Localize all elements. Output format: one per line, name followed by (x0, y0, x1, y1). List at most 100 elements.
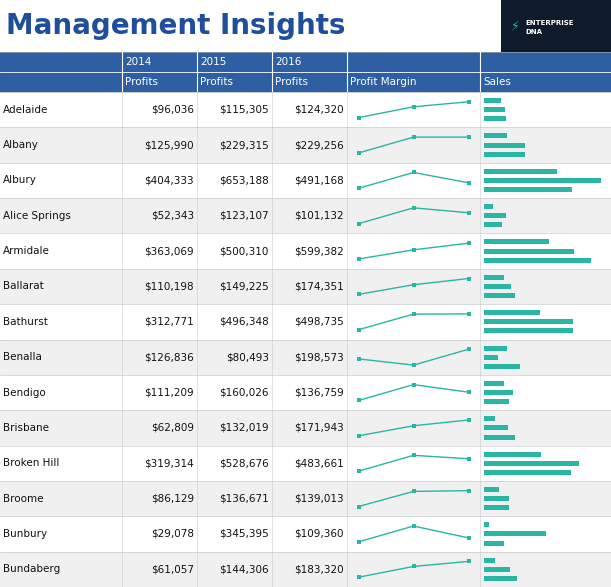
Text: Albany: Albany (3, 140, 39, 150)
Bar (484, 531, 546, 537)
Text: ⚡: ⚡ (511, 19, 520, 32)
Text: 2015: 2015 (200, 57, 226, 67)
Text: $115,305: $115,305 (219, 104, 269, 114)
Text: $174,351: $174,351 (295, 281, 344, 292)
Bar (484, 143, 525, 147)
Text: 2016: 2016 (275, 57, 301, 67)
Text: $62,809: $62,809 (151, 423, 194, 433)
Bar (484, 576, 517, 581)
Text: Profits: Profits (200, 77, 233, 87)
Text: $149,225: $149,225 (219, 281, 269, 292)
Text: $123,107: $123,107 (219, 211, 269, 221)
Text: $653,188: $653,188 (219, 176, 269, 185)
Text: $136,759: $136,759 (295, 387, 344, 397)
Bar (484, 487, 499, 492)
Bar (484, 258, 591, 263)
Bar (484, 399, 508, 404)
Bar (484, 107, 505, 112)
Bar (484, 461, 579, 465)
Text: $312,771: $312,771 (144, 317, 194, 327)
Bar (484, 178, 601, 183)
Text: $500,310: $500,310 (219, 246, 269, 256)
Text: $136,671: $136,671 (219, 494, 269, 504)
Text: $144,306: $144,306 (219, 564, 269, 574)
Text: $498,735: $498,735 (295, 317, 344, 327)
Text: $483,661: $483,661 (295, 458, 344, 468)
Text: Brisbane: Brisbane (3, 423, 49, 433)
Text: $496,348: $496,348 (219, 317, 269, 327)
Bar (484, 169, 557, 174)
Text: $139,013: $139,013 (295, 494, 344, 504)
Text: $528,676: $528,676 (219, 458, 269, 468)
Text: 2014: 2014 (125, 57, 152, 67)
Text: $183,320: $183,320 (295, 564, 344, 574)
Text: Profits: Profits (125, 77, 158, 87)
Bar (484, 522, 489, 527)
Bar (484, 329, 574, 333)
Text: $132,019: $132,019 (219, 423, 269, 433)
Text: $319,314: $319,314 (144, 458, 194, 468)
Bar (484, 470, 571, 475)
Bar (484, 310, 540, 315)
Text: $109,360: $109,360 (295, 529, 344, 539)
Text: Adelaide: Adelaide (3, 104, 48, 114)
Text: $61,057: $61,057 (151, 564, 194, 574)
Bar (484, 496, 508, 501)
Bar (484, 390, 513, 395)
Bar (484, 381, 504, 386)
Text: $404,333: $404,333 (144, 176, 194, 185)
Text: Benalla: Benalla (3, 352, 42, 362)
Bar (484, 346, 507, 350)
Bar (484, 275, 503, 280)
Bar (484, 98, 501, 103)
Text: $96,036: $96,036 (151, 104, 194, 114)
Bar (484, 222, 502, 227)
Text: $110,198: $110,198 (144, 281, 194, 292)
Text: Broome: Broome (3, 494, 43, 504)
Text: Bunbury: Bunbury (3, 529, 47, 539)
Bar (484, 364, 519, 369)
Bar (484, 319, 573, 325)
Text: Profits: Profits (275, 77, 308, 87)
Text: $80,493: $80,493 (226, 352, 269, 362)
Bar (484, 434, 515, 440)
Text: Bathurst: Bathurst (3, 317, 48, 327)
Text: $52,343: $52,343 (151, 211, 194, 221)
Text: $29,078: $29,078 (151, 529, 194, 539)
Bar (484, 355, 499, 360)
Text: $363,069: $363,069 (144, 246, 194, 256)
Text: Broken Hill: Broken Hill (3, 458, 59, 468)
Text: $125,990: $125,990 (144, 140, 194, 150)
Text: $160,026: $160,026 (219, 387, 269, 397)
Bar (484, 133, 507, 139)
Text: $126,836: $126,836 (144, 352, 194, 362)
Text: $229,315: $229,315 (219, 140, 269, 150)
Bar (484, 249, 574, 254)
Bar (484, 151, 525, 157)
Text: Ballarat: Ballarat (3, 281, 44, 292)
Text: Armidale: Armidale (3, 246, 50, 256)
Bar (484, 416, 496, 421)
Text: $345,395: $345,395 (219, 529, 269, 539)
Text: Bendigo: Bendigo (3, 387, 46, 397)
Text: $491,168: $491,168 (295, 176, 344, 185)
Bar (484, 426, 508, 430)
Text: $229,256: $229,256 (295, 140, 344, 150)
Text: $101,132: $101,132 (295, 211, 344, 221)
Text: Albury: Albury (3, 176, 37, 185)
Text: $198,573: $198,573 (295, 352, 344, 362)
Bar (484, 187, 572, 192)
Text: Bundaberg: Bundaberg (3, 564, 60, 574)
Bar (484, 204, 494, 209)
Text: Alice Springs: Alice Springs (3, 211, 71, 221)
Text: $599,382: $599,382 (295, 246, 344, 256)
Bar (484, 567, 510, 572)
Bar (484, 541, 503, 545)
Bar (484, 451, 541, 457)
Bar (484, 213, 506, 218)
Bar (484, 239, 549, 245)
Bar (484, 293, 515, 298)
Text: ENTERPRISE: ENTERPRISE (525, 21, 574, 26)
Bar (484, 116, 507, 122)
Text: Sales: Sales (483, 77, 511, 87)
